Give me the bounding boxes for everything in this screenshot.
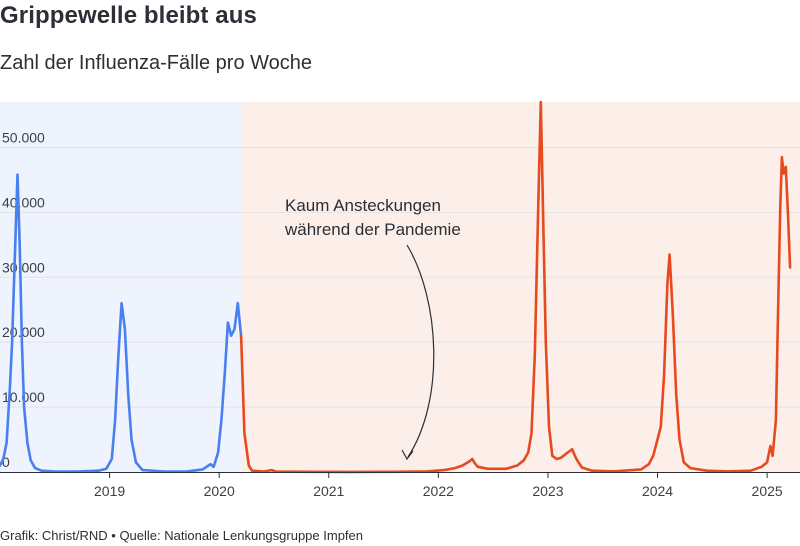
series-line-1	[239, 100, 792, 474]
annotation-line-1: Kaum Ansteckungen	[285, 196, 441, 215]
shaded-region-1	[241, 102, 800, 472]
y-tick-label: 0	[2, 454, 10, 470]
shaded-region-0	[0, 102, 242, 472]
annotation: Kaum Ansteckungen während der Pandemie	[284, 196, 461, 461]
footer-source: Quelle: Nationale Lenkungsgruppe Impfen	[119, 528, 363, 543]
chart-title: Grippewelle bleibt aus	[0, 2, 257, 29]
chart-subtitle: Zahl der Influenza-Fälle pro Woche	[0, 52, 313, 74]
y-tick-label: 40.000	[2, 194, 45, 210]
y-tick-label: 30.000	[2, 259, 45, 275]
x-tick-label: 2023	[532, 483, 563, 499]
annotation-arrowhead	[401, 449, 414, 461]
series-line-0	[0, 173, 243, 473]
footer: Grafik: Christ/RND • Quelle: Nationale L…	[0, 528, 363, 543]
series-lines	[0, 100, 792, 474]
y-tick-label: 20.000	[2, 324, 45, 340]
annotation-arrow	[406, 244, 435, 458]
gridlines	[0, 146, 800, 408]
x-tick-label: 2024	[642, 483, 673, 499]
footer-credit: Grafik: Christ/RND	[0, 528, 108, 543]
x-tick-label: 2019	[94, 483, 125, 499]
y-tick-label: 50.000	[2, 129, 45, 145]
x-axis-ticks: 2019 2020 2021 2022 2023 2024 2025	[94, 472, 783, 499]
x-tick-label: 2020	[204, 483, 235, 499]
x-tick-label: 2021	[313, 483, 344, 499]
x-tick-label: 2022	[423, 483, 454, 499]
x-tick-label: 2025	[752, 483, 783, 499]
shaded-periods	[0, 102, 800, 472]
footer-separator: •	[111, 528, 116, 543]
annotation-line-2: während der Pandemie	[284, 220, 461, 239]
